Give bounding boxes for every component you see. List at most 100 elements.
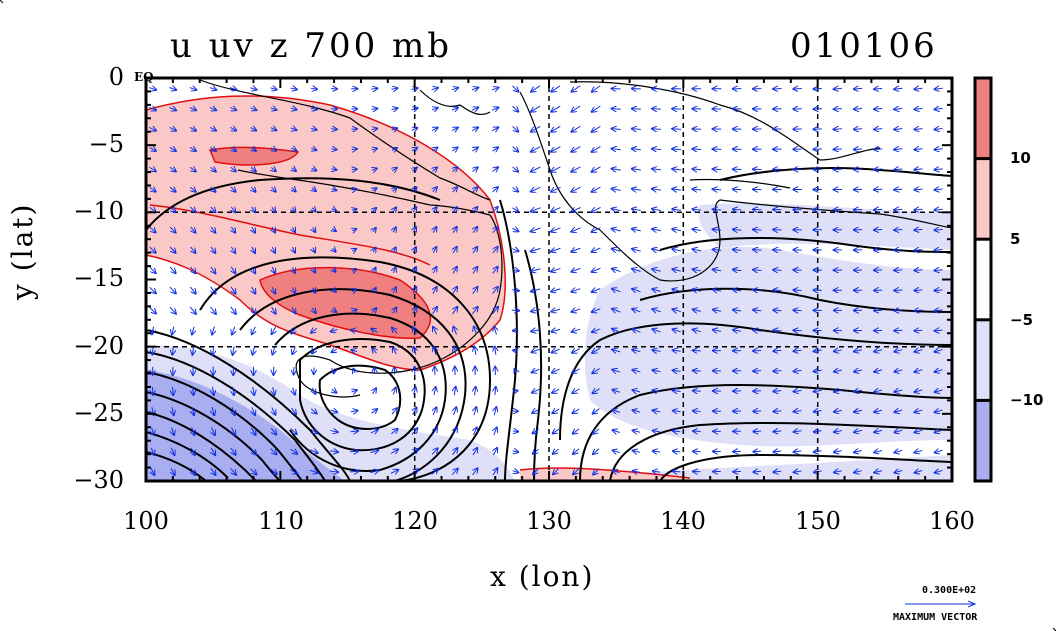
wind-vector bbox=[513, 350, 518, 351]
wind-vector bbox=[212, 326, 215, 335]
wind-vector bbox=[512, 471, 519, 473]
wind-vector bbox=[191, 226, 196, 233]
wind-vector bbox=[331, 329, 338, 331]
wind-vector bbox=[854, 149, 863, 150]
wind-vector bbox=[612, 410, 621, 412]
wind-vector bbox=[149, 286, 156, 293]
wind-vector bbox=[713, 269, 722, 270]
wind-vector bbox=[331, 149, 336, 150]
wind-vector bbox=[935, 410, 943, 412]
wind-vector bbox=[612, 370, 621, 372]
wind-vector bbox=[373, 248, 375, 252]
wind-vector bbox=[572, 309, 581, 312]
wind-vector bbox=[693, 391, 701, 392]
wind-vector bbox=[313, 228, 316, 232]
wind-vector bbox=[571, 166, 581, 172]
wind-vector bbox=[573, 468, 580, 475]
wind-vector bbox=[169, 88, 176, 90]
wind-vector bbox=[291, 168, 296, 171]
wind-vector bbox=[632, 209, 641, 211]
wind-vector bbox=[292, 207, 295, 212]
wind-vector bbox=[854, 430, 862, 432]
wind-vector bbox=[834, 390, 842, 392]
wind-vector bbox=[935, 450, 943, 452]
wind-vector bbox=[192, 407, 194, 415]
wind-vector bbox=[393, 347, 396, 355]
wind-vector bbox=[494, 407, 496, 416]
wind-vector bbox=[613, 450, 620, 452]
wind-vector bbox=[433, 187, 437, 192]
wind-vector bbox=[172, 386, 173, 395]
wind-vector bbox=[332, 228, 336, 231]
wind-vector bbox=[753, 411, 762, 412]
wind-vector bbox=[230, 108, 236, 111]
wind-vector bbox=[632, 289, 641, 292]
wind-vector bbox=[393, 308, 397, 314]
wind-vector bbox=[432, 128, 438, 131]
wind-vector bbox=[713, 169, 722, 170]
wind-vector bbox=[935, 189, 943, 190]
wind-vector bbox=[915, 450, 923, 452]
wind-vector bbox=[894, 189, 903, 190]
wind-vector bbox=[632, 129, 641, 130]
wind-vector bbox=[592, 369, 601, 374]
wind-vector bbox=[453, 428, 457, 436]
wind-vector bbox=[915, 430, 923, 432]
wind-vector bbox=[672, 129, 682, 130]
wind-vector bbox=[193, 386, 194, 395]
wind-vector bbox=[894, 169, 903, 170]
wind-vector bbox=[231, 246, 235, 253]
wind-vector bbox=[874, 390, 883, 392]
wind-vector bbox=[171, 447, 174, 455]
y-axis-label: y (lat) bbox=[6, 202, 39, 300]
wind-vector bbox=[854, 390, 863, 392]
wind-vector bbox=[733, 330, 742, 331]
wind-vector bbox=[652, 269, 661, 271]
wind-vector bbox=[211, 447, 215, 455]
wind-vector bbox=[571, 146, 581, 152]
wind-vector bbox=[453, 327, 456, 335]
wind-vector bbox=[673, 471, 681, 472]
wind-vector bbox=[894, 410, 903, 412]
wind-vector bbox=[672, 249, 682, 251]
wind-vector bbox=[552, 409, 560, 413]
wind-vector bbox=[292, 267, 295, 273]
wind-vector bbox=[834, 431, 842, 433]
wind-vector bbox=[252, 266, 256, 273]
wind-vector bbox=[413, 307, 417, 314]
wind-vector bbox=[571, 208, 581, 212]
wind-vector bbox=[571, 228, 581, 232]
wind-vector bbox=[552, 349, 560, 353]
wind-vector bbox=[310, 429, 318, 433]
wind-vector bbox=[270, 427, 276, 435]
wind-vector bbox=[531, 330, 541, 332]
wind-vector bbox=[914, 149, 923, 150]
wind-vector bbox=[373, 388, 377, 393]
wind-vector bbox=[390, 449, 398, 453]
wind-vector bbox=[272, 346, 274, 355]
wind-vector bbox=[472, 307, 477, 315]
wind-vector bbox=[189, 147, 196, 151]
colorbar-tick-label: −10 bbox=[1010, 391, 1044, 409]
wind-vector bbox=[571, 125, 581, 131]
wind-vector bbox=[894, 270, 903, 271]
wind-vector bbox=[453, 207, 457, 212]
wind-vector bbox=[191, 447, 195, 455]
wind-vector bbox=[473, 287, 478, 294]
wind-vector bbox=[531, 269, 541, 272]
wind-vector bbox=[652, 350, 661, 351]
wind-vector bbox=[653, 410, 661, 411]
wind-vector bbox=[313, 248, 315, 253]
wind-vector bbox=[272, 207, 275, 212]
wind-vector bbox=[269, 468, 277, 474]
wind-vector bbox=[352, 310, 357, 312]
wind-vector bbox=[652, 129, 661, 130]
wind-vector bbox=[293, 247, 295, 252]
wind-vector bbox=[272, 187, 276, 191]
wind-vector bbox=[351, 350, 358, 352]
wind-vector bbox=[794, 350, 802, 351]
wind-vector bbox=[453, 167, 458, 171]
wind-vector bbox=[572, 369, 580, 373]
wind-vector bbox=[169, 187, 176, 192]
wind-vector bbox=[914, 310, 923, 311]
